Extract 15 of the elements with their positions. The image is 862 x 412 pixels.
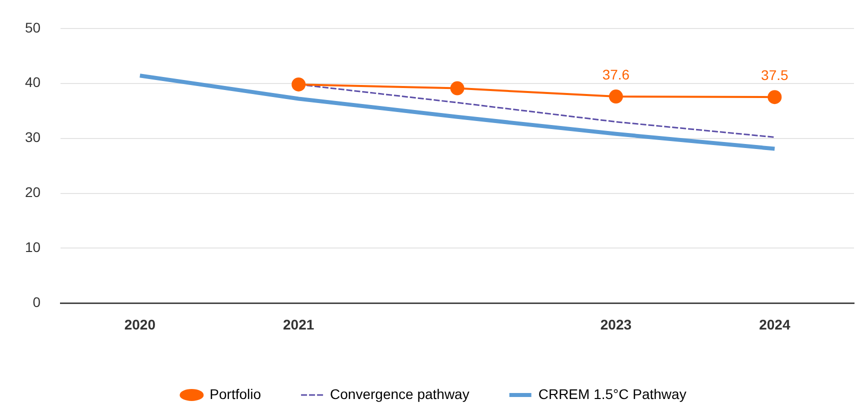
y-tick-label: 10 (24, 239, 41, 256)
legend-label: CRREM 1.5°C Pathway (538, 386, 686, 402)
x-tick-label: 2024 (759, 316, 790, 332)
y-tick-label: 0 (32, 294, 41, 310)
y-tick-label: 50 (24, 19, 41, 36)
y-tick-label: 20 (24, 184, 41, 200)
data-label: 37.6 (602, 66, 630, 82)
legend-label: Convergence pathway (330, 386, 470, 402)
x-tick-label: 2021 (283, 316, 314, 332)
x-tick-label: 2020 (124, 316, 156, 332)
x-tick-label: 2023 (600, 316, 632, 332)
y-tick-label: 40 (24, 74, 41, 90)
data-label: 37.5 (761, 66, 788, 83)
legend-label: Portfolio (210, 386, 262, 402)
y-tick-label: 30 (24, 129, 41, 146)
